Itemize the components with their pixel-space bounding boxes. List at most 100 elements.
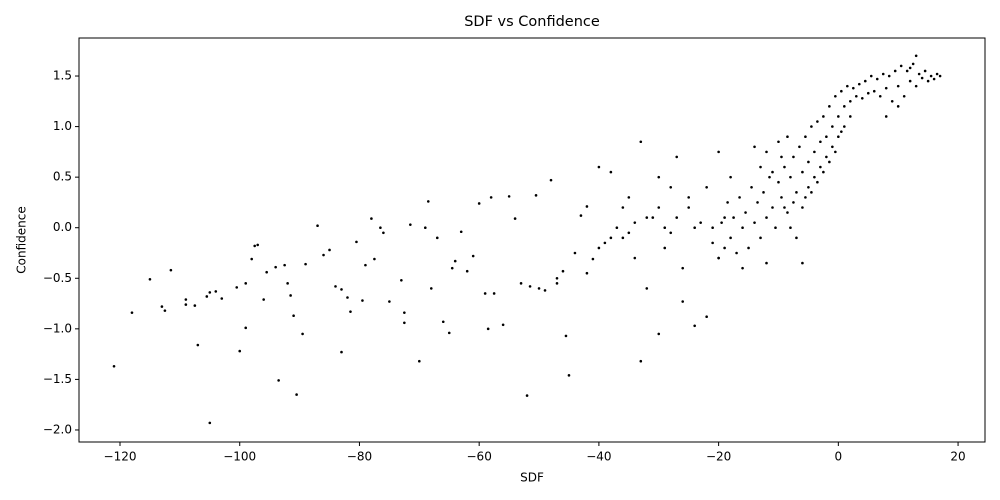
point (262, 298, 265, 301)
point (409, 223, 412, 226)
y-tick-label: −1.0 (43, 321, 72, 335)
point (816, 180, 819, 184)
point (585, 205, 589, 208)
point (908, 79, 912, 83)
point (346, 296, 349, 299)
point (208, 291, 212, 294)
point (837, 115, 840, 118)
point (804, 135, 807, 138)
point (483, 292, 487, 295)
point (423, 226, 427, 230)
point (519, 282, 523, 285)
x-tick-label: −80 (347, 450, 372, 464)
point (148, 277, 152, 281)
point (783, 165, 786, 169)
point (379, 226, 382, 230)
point (711, 241, 714, 245)
point (920, 76, 924, 80)
point (492, 292, 496, 295)
point (923, 69, 927, 73)
point (935, 72, 939, 76)
point (528, 285, 532, 288)
point (669, 185, 673, 189)
point (426, 200, 430, 203)
point (929, 74, 933, 78)
point (304, 262, 307, 266)
point (795, 236, 798, 240)
point (657, 206, 661, 209)
point (265, 270, 268, 274)
point (750, 185, 753, 189)
point (507, 195, 511, 198)
point (828, 105, 831, 108)
x-tick-label: 20 (950, 450, 965, 464)
point (837, 135, 840, 138)
point (561, 269, 565, 273)
point (459, 230, 463, 234)
chart-title: SDF vs Confidence (464, 14, 600, 30)
y-tick-label: −0.5 (43, 271, 72, 285)
point (537, 287, 541, 290)
points (112, 54, 942, 425)
point (169, 268, 173, 272)
point (193, 304, 197, 307)
point (840, 89, 843, 93)
point (418, 359, 421, 363)
point (130, 311, 134, 314)
point (744, 211, 747, 214)
point (340, 288, 343, 291)
point (777, 140, 780, 144)
point (854, 94, 858, 98)
point (759, 165, 762, 169)
point (756, 201, 759, 204)
point (163, 309, 167, 312)
point (825, 155, 828, 159)
point (403, 311, 406, 314)
point (585, 271, 589, 275)
point (382, 231, 385, 235)
point (489, 196, 493, 199)
point (843, 105, 846, 108)
point (334, 285, 337, 288)
point (429, 287, 433, 290)
point (675, 155, 679, 159)
point (798, 145, 801, 149)
y-tick-label: 0.5 (53, 170, 72, 184)
point (738, 196, 741, 199)
point (292, 314, 295, 317)
x-tick-label: −20 (706, 450, 731, 464)
point (795, 191, 798, 194)
point (477, 202, 481, 205)
point (813, 175, 816, 179)
point (645, 287, 649, 290)
point (361, 299, 364, 302)
point (364, 263, 367, 267)
x-tick-label: −40 (586, 450, 611, 464)
point (810, 191, 813, 194)
point (214, 290, 218, 293)
point (729, 236, 732, 240)
point (112, 364, 116, 368)
point (801, 261, 804, 265)
point (843, 125, 846, 128)
plot-frame (78, 37, 986, 443)
point (849, 100, 852, 103)
point (289, 294, 292, 297)
point (663, 226, 667, 230)
point (564, 334, 568, 338)
point (819, 165, 822, 169)
point (403, 321, 406, 325)
point (283, 263, 286, 267)
point (786, 135, 789, 138)
point (349, 310, 352, 313)
point (783, 206, 786, 209)
point (896, 105, 900, 108)
x-tick-label: −60 (467, 450, 492, 464)
y-tick-label: 1.0 (53, 119, 72, 133)
point (579, 214, 583, 217)
point (774, 226, 777, 230)
point (780, 155, 783, 159)
point (400, 278, 403, 282)
point (208, 421, 212, 425)
point (792, 201, 795, 204)
